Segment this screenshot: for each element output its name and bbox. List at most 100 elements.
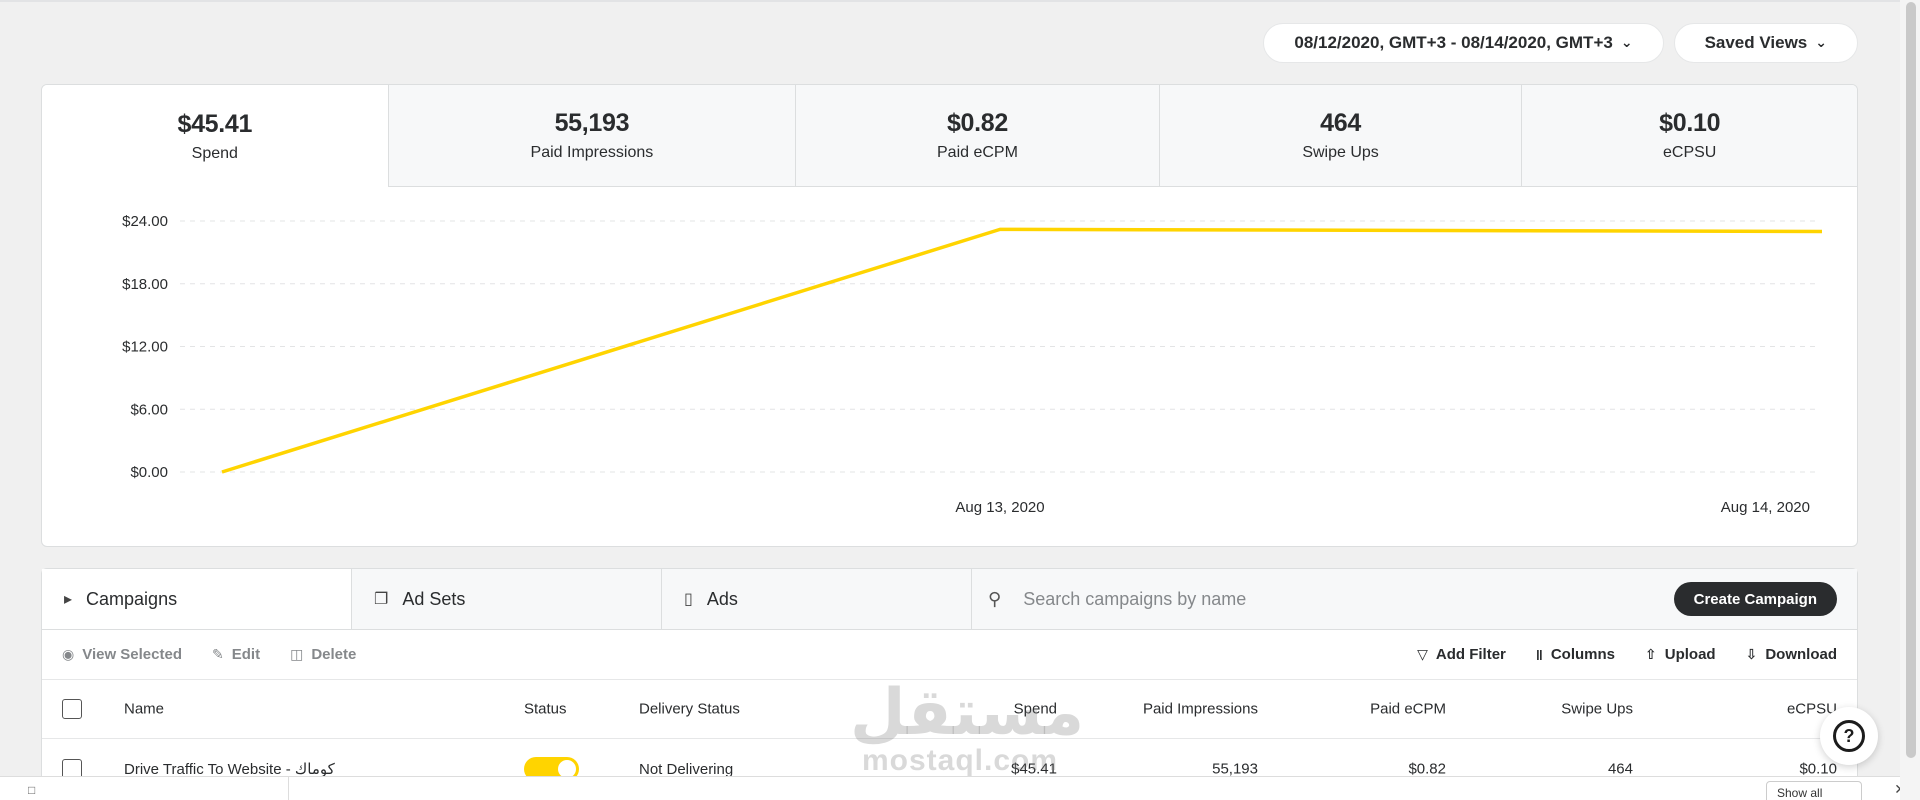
col-name[interactable]: Name	[124, 700, 165, 718]
saved-views-dropdown[interactable]: Saved Views ⌄	[1673, 23, 1858, 63]
date-range-picker[interactable]: 08/12/2020, GMT+3 - 08/14/2020, GMT+3 ⌄	[1263, 23, 1664, 63]
top-border	[0, 0, 1920, 2]
download-bar-divider	[288, 777, 289, 800]
action-label: Columns	[1550, 646, 1616, 663]
y-tick-label: $12.00	[122, 339, 168, 356]
edit-button[interactable]: ✎ Edit	[212, 646, 260, 663]
cell-swipe-ups: 464	[1607, 760, 1633, 778]
metric-value: $0.10	[1659, 109, 1721, 137]
trash-icon: ◫	[290, 646, 304, 662]
search-icon: ⚲	[988, 588, 1002, 609]
table-row[interactable]: Drive Traffic To Website - كوماك Not Del…	[42, 739, 1857, 799]
action-label: Upload	[1664, 646, 1716, 663]
upload-button[interactable]: ⇧ Upload	[1645, 646, 1716, 663]
metric-tab-ecpsu[interactable]: $0.10 eCPSU	[1521, 85, 1857, 187]
cell-paid-impressions: 55,193	[1212, 760, 1258, 778]
campaign-name[interactable]: Drive Traffic To Website - كوماك	[124, 761, 335, 778]
col-spend[interactable]: Spend	[1013, 700, 1057, 718]
metric-label: Paid Impressions	[530, 144, 654, 161]
y-tick-label: $6.00	[130, 401, 168, 418]
add-filter-button[interactable]: ▽ Add Filter	[1417, 646, 1506, 663]
browser-download-bar: □ Show all ✕	[0, 776, 1920, 800]
delete-button[interactable]: ◫ Delete	[290, 646, 356, 663]
tab-label: Ad Sets	[402, 588, 466, 609]
metric-value: 464	[1320, 109, 1361, 137]
actions-toolbar: ◉ View Selected ✎ Edit ◫ Delete ▽ Add Fi…	[42, 630, 1857, 680]
action-label: Edit	[231, 646, 261, 663]
tab-label: Campaigns	[86, 588, 178, 609]
action-label: Download	[1765, 646, 1837, 663]
page-scrollbar[interactable]	[1900, 0, 1920, 800]
select-all-checkbox[interactable]	[62, 699, 82, 719]
download-icon: ⇩	[1745, 646, 1758, 662]
col-status[interactable]: Status	[524, 700, 567, 718]
layers-icon: ❐	[374, 591, 389, 608]
download-button[interactable]: ⇩ Download	[1746, 646, 1837, 663]
metric-value: $0.82	[946, 109, 1008, 137]
metric-tab-paid-ecpm[interactable]: $0.82 Paid eCPM	[795, 85, 1159, 187]
header-controls: 08/12/2020, GMT+3 - 08/14/2020, GMT+3 ⌄ …	[1263, 23, 1858, 63]
col-ecpsu[interactable]: eCPSU	[1786, 700, 1837, 718]
x-tick-label: Aug 14, 2020	[1721, 499, 1810, 516]
cell-paid-ecpm: $0.82	[1408, 760, 1446, 778]
filter-icon: ▽	[1417, 646, 1428, 662]
toggle-knob	[558, 760, 576, 778]
campaigns-card: ▸ Campaigns ❐ Ad Sets ▯ Ads ⚲ Create Cam…	[41, 568, 1858, 800]
metric-label: Swipe Ups	[1302, 144, 1379, 161]
show-all-downloads-button[interactable]: Show all	[1766, 781, 1862, 800]
metric-label: eCPSU	[1662, 144, 1717, 161]
tab-label: Ads	[706, 588, 738, 609]
y-tick-label: $0.00	[130, 464, 168, 481]
col-paid-ecpm[interactable]: Paid eCPM	[1370, 700, 1446, 718]
y-tick-label: $24.00	[122, 213, 168, 230]
scrollbar-thumb[interactable]	[1906, 2, 1916, 758]
eye-icon: ◉	[62, 646, 75, 662]
metric-tab-swipe-ups[interactable]: 464 Swipe Ups	[1158, 85, 1522, 187]
tab-campaigns[interactable]: ▸ Campaigns	[42, 569, 352, 629]
help-button[interactable]: ?	[1820, 707, 1878, 765]
megaphone-icon: ▸	[64, 591, 73, 608]
cell-ecpsu: $0.10	[1799, 760, 1837, 778]
metric-tab-paid-impressions[interactable]: 55,193 Paid Impressions	[387, 85, 796, 187]
tab-ad-sets[interactable]: ❐ Ad Sets	[352, 569, 662, 629]
metric-value: 55,193	[554, 109, 630, 137]
pencil-icon: ✎	[212, 646, 224, 662]
metrics-card: $45.41 Spend 55,193 Paid Impressions $0.…	[41, 84, 1858, 547]
date-range-label: 08/12/2020, GMT+3 - 08/14/2020, GMT+3	[1294, 33, 1613, 52]
action-label: Add Filter	[1435, 646, 1506, 663]
question-icon: ?	[1833, 720, 1865, 752]
metric-tab-spend[interactable]: $45.41 Spend	[42, 85, 388, 187]
action-label: View Selected	[82, 646, 182, 663]
phone-icon: ▯	[684, 591, 693, 608]
view-selected-button[interactable]: ◉ View Selected	[62, 646, 182, 663]
col-delivery-status[interactable]: Delivery Status	[639, 700, 740, 718]
entity-tabs: ▸ Campaigns ❐ Ad Sets ▯ Ads ⚲ Create Cam…	[42, 569, 1857, 630]
col-swipe-ups[interactable]: Swipe Ups	[1561, 700, 1633, 718]
select-all-checkbox-wrap	[62, 699, 82, 719]
chevron-down-icon: ⌄	[1815, 33, 1827, 50]
metric-tabs: $45.41 Spend 55,193 Paid Impressions $0.…	[42, 85, 1857, 187]
table-header: Name Status Delivery Status Spend Paid I…	[42, 680, 1857, 739]
columns-button[interactable]: ‖ Columns	[1536, 646, 1615, 663]
x-tick-label: Aug 13, 2020	[955, 499, 1044, 516]
metric-value: $45.41	[177, 109, 253, 138]
chevron-down-icon: ⌄	[1620, 33, 1633, 50]
download-file-icon[interactable]: □	[28, 783, 36, 797]
saved-views-label: Saved Views	[1704, 33, 1808, 52]
search-input[interactable]	[1023, 588, 1624, 610]
chart-svg: $0.00 $6.00 $12.00 $18.00 $24.00 Aug 13, 2020…	[122, 213, 1823, 516]
action-label: Delete	[311, 646, 357, 663]
upload-icon: ⇧	[1645, 646, 1657, 662]
columns-icon: ‖	[1535, 646, 1543, 663]
search-bar: ⚲ Create Campaign	[972, 569, 1857, 629]
create-campaign-button[interactable]: Create Campaign	[1673, 582, 1837, 616]
metric-label: Spend	[191, 144, 238, 162]
metric-label: Paid eCPM	[937, 144, 1018, 161]
tab-ads[interactable]: ▯ Ads	[662, 569, 972, 629]
col-paid-impressions[interactable]: Paid Impressions	[1142, 700, 1258, 718]
spend-chart: $0.00 $6.00 $12.00 $18.00 $24.00 Aug 13, 2020…	[42, 187, 1857, 546]
y-tick-label: $18.00	[122, 276, 168, 293]
delivery-status: Not Delivering	[639, 761, 734, 778]
cell-spend: $45.41	[1011, 760, 1057, 778]
series-line-spend	[221, 227, 1823, 474]
